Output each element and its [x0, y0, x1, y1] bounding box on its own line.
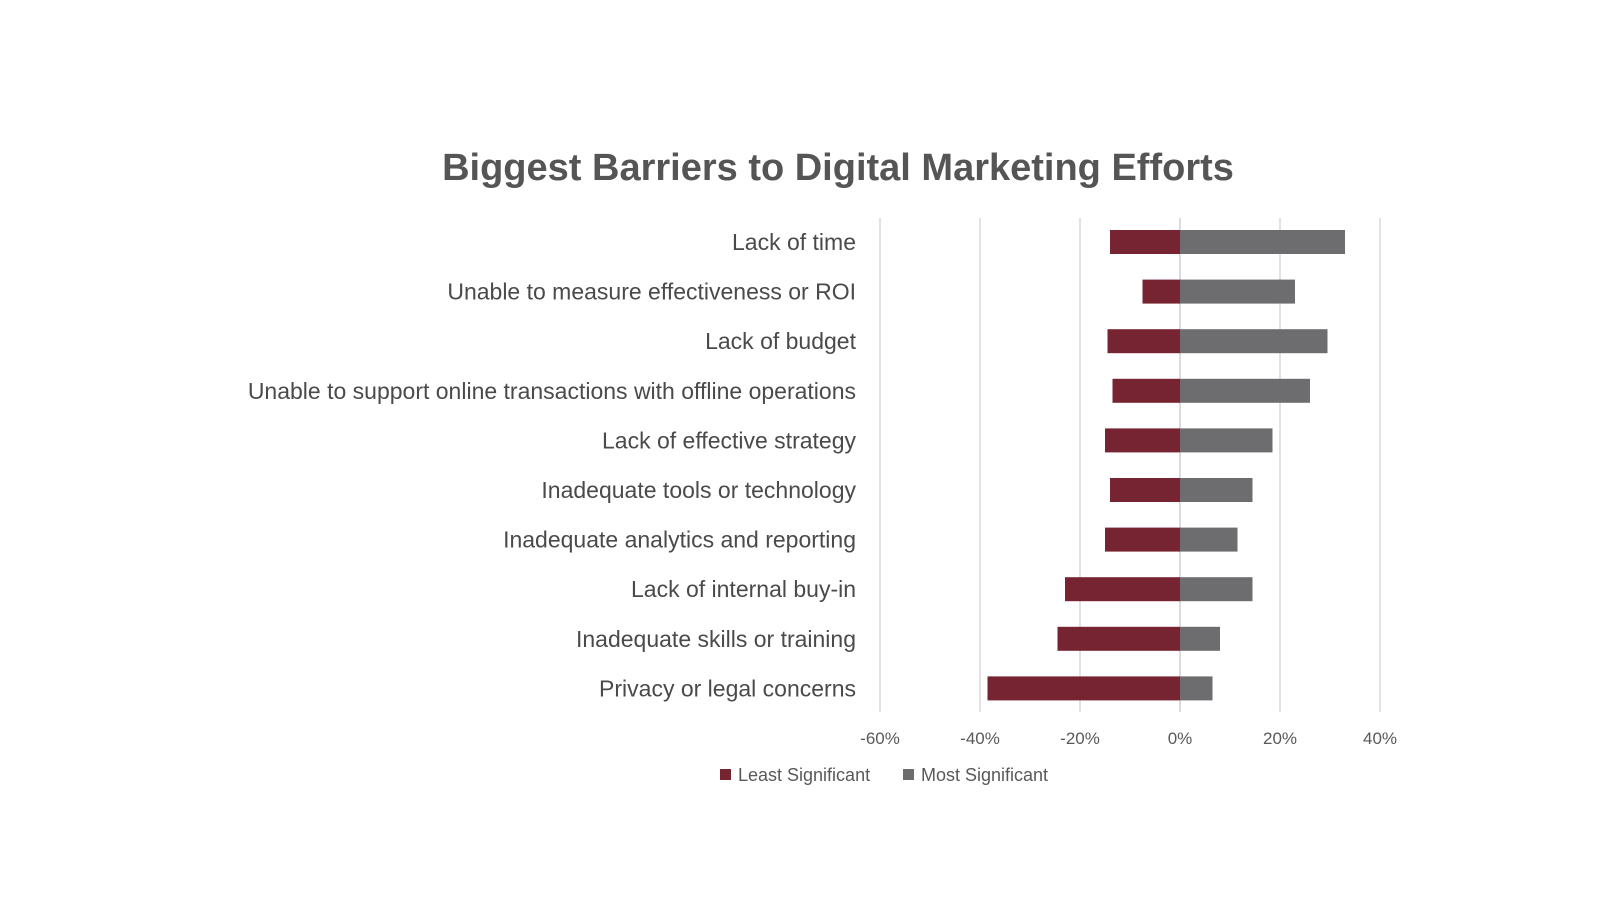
- most-significant-bar: [1180, 478, 1253, 502]
- legend-swatch: [903, 769, 914, 780]
- least-significant-bar: [1065, 577, 1180, 602]
- x-tick-label: 40%: [1363, 729, 1397, 748]
- category-label: Privacy or legal concerns: [599, 675, 856, 701]
- x-axis-tick-labels: -60% -40% -20% 0% 20% 40%: [860, 729, 1397, 748]
- least-significant-bar: [1105, 428, 1180, 453]
- most-significant-bar: [1180, 329, 1328, 354]
- category-label: Inadequate analytics and reporting: [503, 527, 856, 553]
- x-tick-label: -20%: [1060, 729, 1100, 748]
- x-tick-label: 0%: [1168, 729, 1193, 748]
- most-significant-bar: [1180, 676, 1213, 701]
- most-significant-bar: [1180, 626, 1220, 651]
- category-label: Inadequate skills or training: [576, 626, 856, 652]
- x-tick-label: -40%: [960, 729, 1000, 748]
- least-significant-bar: [1110, 230, 1180, 254]
- legend-label: Least Significant: [738, 765, 870, 785]
- least-significant-bar: [1110, 478, 1180, 502]
- legend: Least Significant Most Significant: [720, 765, 1048, 785]
- least-significant-bar: [1105, 527, 1180, 552]
- category-label: Lack of budget: [705, 328, 857, 354]
- least-significant-bar: [1142, 279, 1180, 304]
- category-label: Lack of effective strategy: [602, 427, 856, 453]
- category-label: Lack of internal buy-in: [631, 576, 856, 602]
- bars: [987, 230, 1345, 701]
- x-tick-label: 20%: [1263, 729, 1297, 748]
- category-label: Unable to measure effectiveness or ROI: [447, 279, 856, 305]
- most-significant-bar: [1180, 230, 1345, 254]
- least-significant-bar: [1107, 329, 1180, 354]
- most-significant-bar: [1180, 378, 1310, 403]
- least-significant-bar: [987, 676, 1180, 701]
- least-significant-bar: [1112, 378, 1180, 403]
- most-significant-bar: [1180, 279, 1295, 304]
- category-label: Lack of time: [732, 229, 856, 255]
- least-significant-bar: [1057, 626, 1180, 651]
- category-label: Inadequate tools or technology: [541, 477, 856, 503]
- chart-title: Biggest Barriers to Digital Marketing Ef…: [442, 147, 1234, 189]
- category-label: Unable to support online transactions wi…: [248, 378, 856, 404]
- legend-swatch: [720, 769, 731, 780]
- legend-label: Most Significant: [921, 765, 1048, 785]
- x-tick-label: -60%: [860, 729, 900, 748]
- most-significant-bar: [1180, 428, 1273, 453]
- most-significant-bar: [1180, 577, 1253, 602]
- category-labels: Lack of time Unable to measure effectiven…: [248, 229, 857, 701]
- most-significant-bar: [1180, 527, 1238, 552]
